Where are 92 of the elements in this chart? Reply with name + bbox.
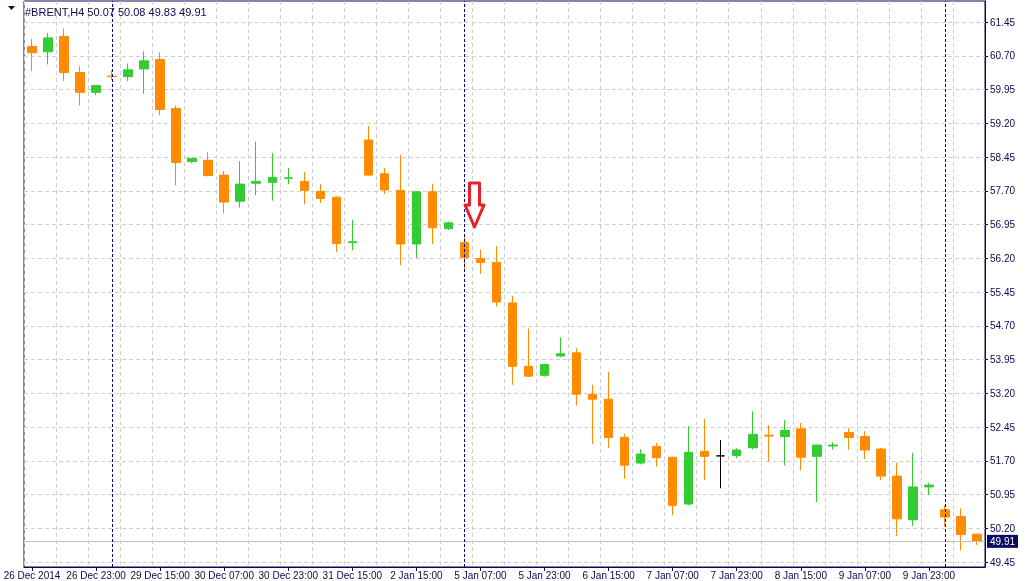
candlestick: [524, 328, 533, 378]
candlestick: [107, 69, 117, 81]
y-tick-label: 59.95: [990, 84, 1016, 96]
y-tick-label: 50.20: [990, 522, 1016, 534]
candlestick: [796, 422, 806, 471]
y-tick-label: 56.20: [990, 252, 1016, 264]
x-tick-label: 7 Jan 23:00: [710, 569, 764, 581]
y-tick-label: 50.95: [990, 489, 1016, 501]
y-tick-label: 60.70: [990, 50, 1016, 62]
x-tick-label: 5 Jan 07:00: [454, 569, 508, 581]
x-tick-label: 7 Jan 07:00: [646, 569, 700, 581]
candlestick: [940, 504, 950, 528]
candlestick: [908, 452, 918, 527]
candlestick: [219, 170, 229, 214]
candlestick: [540, 363, 549, 378]
candlestick: [556, 337, 565, 358]
y-tick-label: 61.45: [990, 16, 1016, 28]
y-tick-label: 51.70: [990, 455, 1016, 467]
candlestick: [748, 410, 758, 451]
candlestick: [844, 427, 854, 451]
candlestick: [668, 456, 677, 516]
candlestick: [251, 140, 261, 196]
x-tick-label: 9 Jan 07:00: [838, 569, 892, 581]
x-tick-label: 5 Jan 23:00: [518, 569, 572, 581]
candlestick: [828, 441, 838, 451]
candlestick: [700, 418, 709, 481]
x-tick-label: 9 Jan 23:00: [902, 569, 956, 581]
x-tick-label: 6 Jan 15:00: [582, 569, 636, 581]
candlestick: [620, 433, 629, 480]
y-tick-label: 49.45: [990, 556, 1016, 568]
candlestick: [155, 51, 165, 116]
candlestick: [75, 65, 85, 106]
candlestick: [652, 442, 661, 468]
candlestick: [187, 157, 197, 164]
x-tick-label: 8 Jan 15:00: [774, 569, 828, 581]
x-tick-label: 31 Dec 15:00: [322, 569, 383, 581]
ref-line-label: 49.91: [990, 535, 1016, 547]
y-tick-label: 56.95: [990, 219, 1016, 231]
candlestick: [300, 171, 309, 205]
candlestick: [316, 183, 325, 204]
candlestick: [203, 151, 213, 177]
candlestick: [396, 154, 405, 266]
candlestick: [684, 425, 693, 506]
candlestick: [43, 32, 53, 65]
candlestick: [764, 424, 774, 462]
y-tick-label: 53.95: [990, 354, 1016, 366]
y-tick-label: 59.20: [990, 117, 1016, 129]
candlestick: [444, 220, 453, 231]
candlestick: [380, 167, 389, 195]
candlestick: [476, 248, 485, 275]
candlestick: [332, 195, 341, 253]
candlestick: [139, 50, 149, 95]
candlestick: [348, 219, 357, 251]
candlestick: [235, 160, 245, 209]
candlestick: [171, 104, 181, 186]
candlestick: [924, 482, 934, 496]
candlestick: [572, 347, 581, 406]
x-tick-label: 30 Dec 07:00: [194, 569, 255, 581]
candlestick: [91, 84, 101, 96]
candlestick: [780, 419, 790, 466]
candlestick: [364, 125, 373, 177]
candlestick: [284, 167, 293, 185]
candlestick: [956, 508, 966, 551]
candlestick: [876, 447, 886, 481]
chart-title: #BRENT,H4 50.07 50.08 49.83 49.91: [25, 5, 207, 18]
y-tick-label: 53.20: [990, 387, 1016, 399]
candlestick: [892, 462, 902, 537]
candlestick: [588, 384, 597, 445]
y-tick-label: 55.45: [990, 286, 1016, 298]
candlestick: [636, 448, 645, 465]
x-tick-label: 2 Jan 15:00: [390, 569, 443, 581]
candlestick: [604, 371, 613, 449]
candlestick: [508, 295, 517, 386]
candlestick: [123, 63, 133, 82]
candlestick: [492, 245, 501, 307]
candlestick: [812, 444, 822, 503]
candlestick: [268, 152, 277, 202]
candlestick: [716, 439, 725, 489]
candlestick: [428, 183, 437, 245]
candlestick: [27, 38, 37, 72]
y-tick-label: 57.70: [990, 185, 1016, 197]
y-tick-label: 54.70: [990, 320, 1016, 332]
x-tick-label: 26 Dec 23:00: [66, 569, 127, 581]
candlestick: [412, 190, 421, 259]
candlestick: [59, 27, 69, 82]
y-tick-label: 58.45: [990, 151, 1016, 163]
x-tick-label: 29 Dec 15:00: [130, 569, 191, 581]
y-tick-label: 52.45: [990, 421, 1016, 433]
candlestick: [860, 430, 870, 460]
candlestick: [732, 447, 741, 459]
x-tick-label: 30 Dec 23:00: [258, 569, 319, 581]
x-tick-label: 26 Dec 2014: [3, 569, 61, 581]
